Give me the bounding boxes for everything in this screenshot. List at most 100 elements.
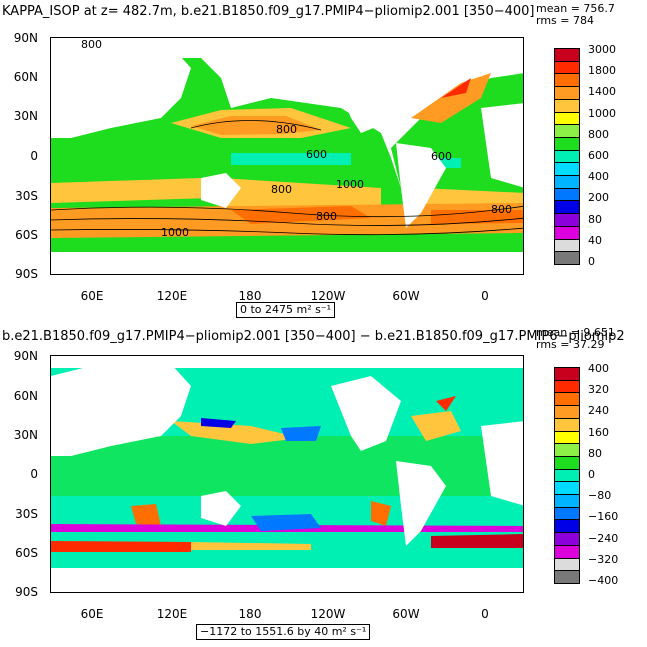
- panel2-colorbar-swatch: [554, 379, 580, 394]
- panel1-contour-label: 600: [306, 148, 327, 161]
- panel1-colorbar-label: 800: [588, 127, 609, 141]
- panel1-colorbar-swatch: [554, 175, 580, 189]
- panel2-colorbar-swatch: [554, 367, 580, 381]
- panel2-colorbar-label: −400: [588, 574, 619, 587]
- panel2-colorbar-label: 320: [588, 383, 609, 397]
- panel2-colorbar-swatch: [554, 392, 580, 407]
- panel2-colorbar-swatch: [554, 557, 580, 572]
- panel2-colorbar-swatch: [554, 455, 580, 470]
- panel1-xlabel: 60E: [80, 289, 104, 303]
- panel1-north-america: [331, 58, 401, 133]
- panel1-colorbar-label: 600: [588, 149, 609, 162]
- panel2-colorbar-swatch: [554, 405, 580, 419]
- panel1-colorbar-swatch: [554, 238, 580, 253]
- panel1-ylabel: 90S: [15, 267, 38, 281]
- panel1-colorbar-label: 1000: [588, 106, 616, 120]
- panel2-colorbar-swatch: [554, 532, 580, 546]
- panel1-colorbar-swatch: [554, 200, 580, 215]
- panel1-contour-label: 800: [491, 203, 512, 216]
- panel1-xlabel: 120W: [310, 289, 346, 303]
- panel2-field-svg: [51, 356, 523, 592]
- panel2-colorbar-swatch: [554, 519, 580, 534]
- panel1-ylabel: 0: [30, 149, 38, 163]
- panel1-ylabel: 60N: [13, 70, 38, 84]
- panel1-colorbar-swatch: [554, 136, 580, 151]
- panel1-xlabel: 0: [481, 289, 489, 303]
- panel2-colorbar-label: 400: [588, 362, 609, 375]
- panel2-colorbar-swatch: [554, 481, 580, 496]
- panel1-contour-label: 1000: [161, 226, 189, 239]
- panel2-ylabel: 0: [30, 467, 38, 481]
- panel2-xlabel: 0: [481, 607, 489, 621]
- panel1-colorbar-swatch: [554, 98, 580, 113]
- panel2-colorbar-swatch: [554, 443, 580, 457]
- panel1-contour-label: 800: [271, 183, 292, 196]
- panel2-colorbar-swatch: [554, 544, 580, 559]
- panel2-colorbar-swatch: [554, 417, 580, 432]
- panel1-colorbar-swatch: [554, 86, 580, 100]
- panel2-rms: rms = 37.29: [536, 338, 605, 351]
- panel1-colorbar-label: 3000: [588, 43, 616, 56]
- panel1-contour-label: 800: [316, 210, 337, 223]
- panel2-ylabel: 90N: [13, 349, 38, 363]
- panel1-south-america: [396, 143, 446, 228]
- panel2-colorbar-swatch: [554, 430, 580, 445]
- panel2-xlabel: 60W: [392, 607, 420, 621]
- panel1-colorbar-swatch: [554, 187, 580, 202]
- panel1-australia: [201, 173, 241, 208]
- panel2-ylabel: 90S: [15, 585, 38, 599]
- panel1-contour-label: 600: [431, 150, 452, 163]
- panel2-north-america: [331, 376, 401, 451]
- panel1-colorbar-swatch: [554, 73, 580, 88]
- panel2-xlabel: 60E: [80, 607, 104, 621]
- panel2-colorbar-swatch: [554, 506, 580, 521]
- panel1-colorbar-swatch: [554, 111, 580, 126]
- panel1-colorbar-label: 1400: [588, 85, 616, 99]
- panel2-ylabel: 30S: [15, 507, 38, 521]
- panel2-asia: [51, 364, 191, 456]
- panel2-xlabel: 180: [238, 607, 262, 621]
- panel2-mean: mean = 9.651: [536, 326, 615, 339]
- panel1-range-label: 0 to 2475 m² s⁻¹: [236, 302, 336, 318]
- panel1-colorbar: 3000 1800 1400 1000 800 600 400 200 80 40 0: [554, 43, 644, 268]
- panel2-colorbar-swatch: [554, 494, 580, 508]
- panel1-ylabel: 30S: [15, 189, 38, 203]
- panel1-xlabel: 120E: [156, 289, 188, 303]
- panel1-contour-label: 1000: [336, 178, 364, 191]
- panel2-australia: [201, 491, 241, 526]
- panel1-colorbar-swatch: [554, 225, 580, 240]
- panel2-colorbar-label: −160: [588, 510, 619, 524]
- panel1-colorbar-swatch: [554, 149, 580, 164]
- panel2-south-america: [396, 461, 446, 546]
- panel1-colorbar-label: 200: [588, 191, 609, 205]
- panel1-title: KAPPA_ISOP at z= 482.7m, b.e21.B1850.f09…: [2, 4, 535, 19]
- panel2-colorbar-swatch: [554, 570, 580, 584]
- panel1-ylabel: 60S: [15, 228, 38, 242]
- panel2-ylabel: 60N: [13, 389, 38, 403]
- panel1-colorbar-label: 1800: [588, 64, 616, 78]
- panel1-africa: [481, 103, 523, 188]
- panel1-contour-label: 800: [81, 38, 102, 51]
- panel2-title: b.e21.B1850.f09_g17.PMIP4−pliomip2.001 […: [2, 329, 625, 344]
- panel2-range-label: −1172 to 1551.6 by 40 m² s⁻¹: [196, 624, 371, 640]
- panel1-xlabel: 180: [238, 289, 262, 303]
- panel1-colorbar-label: 80: [588, 212, 602, 226]
- panel1-colorbar-label: 400: [588, 170, 609, 184]
- panel1-colorbar-swatch: [554, 213, 580, 227]
- panel2-ylabel: 60S: [15, 546, 38, 560]
- panel1-field-svg: [51, 38, 523, 274]
- panel1-colorbar-swatch: [554, 162, 580, 177]
- panel1-rms: rms = 784: [536, 14, 594, 27]
- panel2-colorbar-label: 80: [588, 446, 602, 460]
- panel2-colorbar-swatch: [554, 468, 580, 483]
- panel1-map: 800 800 1000 800 600 600 800 1000 800: [50, 37, 524, 275]
- panel1-colorbar-label: 0: [588, 255, 595, 268]
- panel2-colorbar-label: −320: [588, 552, 619, 566]
- panel1-colorbar-swatch: [554, 48, 580, 62]
- panel2-xlabel: 120E: [156, 607, 188, 621]
- panel2-xlabel: 120W: [310, 607, 346, 621]
- panel1-colorbar-swatch: [554, 124, 580, 138]
- panel1-mean: mean = 756.7: [536, 2, 615, 15]
- panel2-colorbar-label: 0: [588, 468, 595, 481]
- panel1-xlabel: 60W: [392, 289, 420, 303]
